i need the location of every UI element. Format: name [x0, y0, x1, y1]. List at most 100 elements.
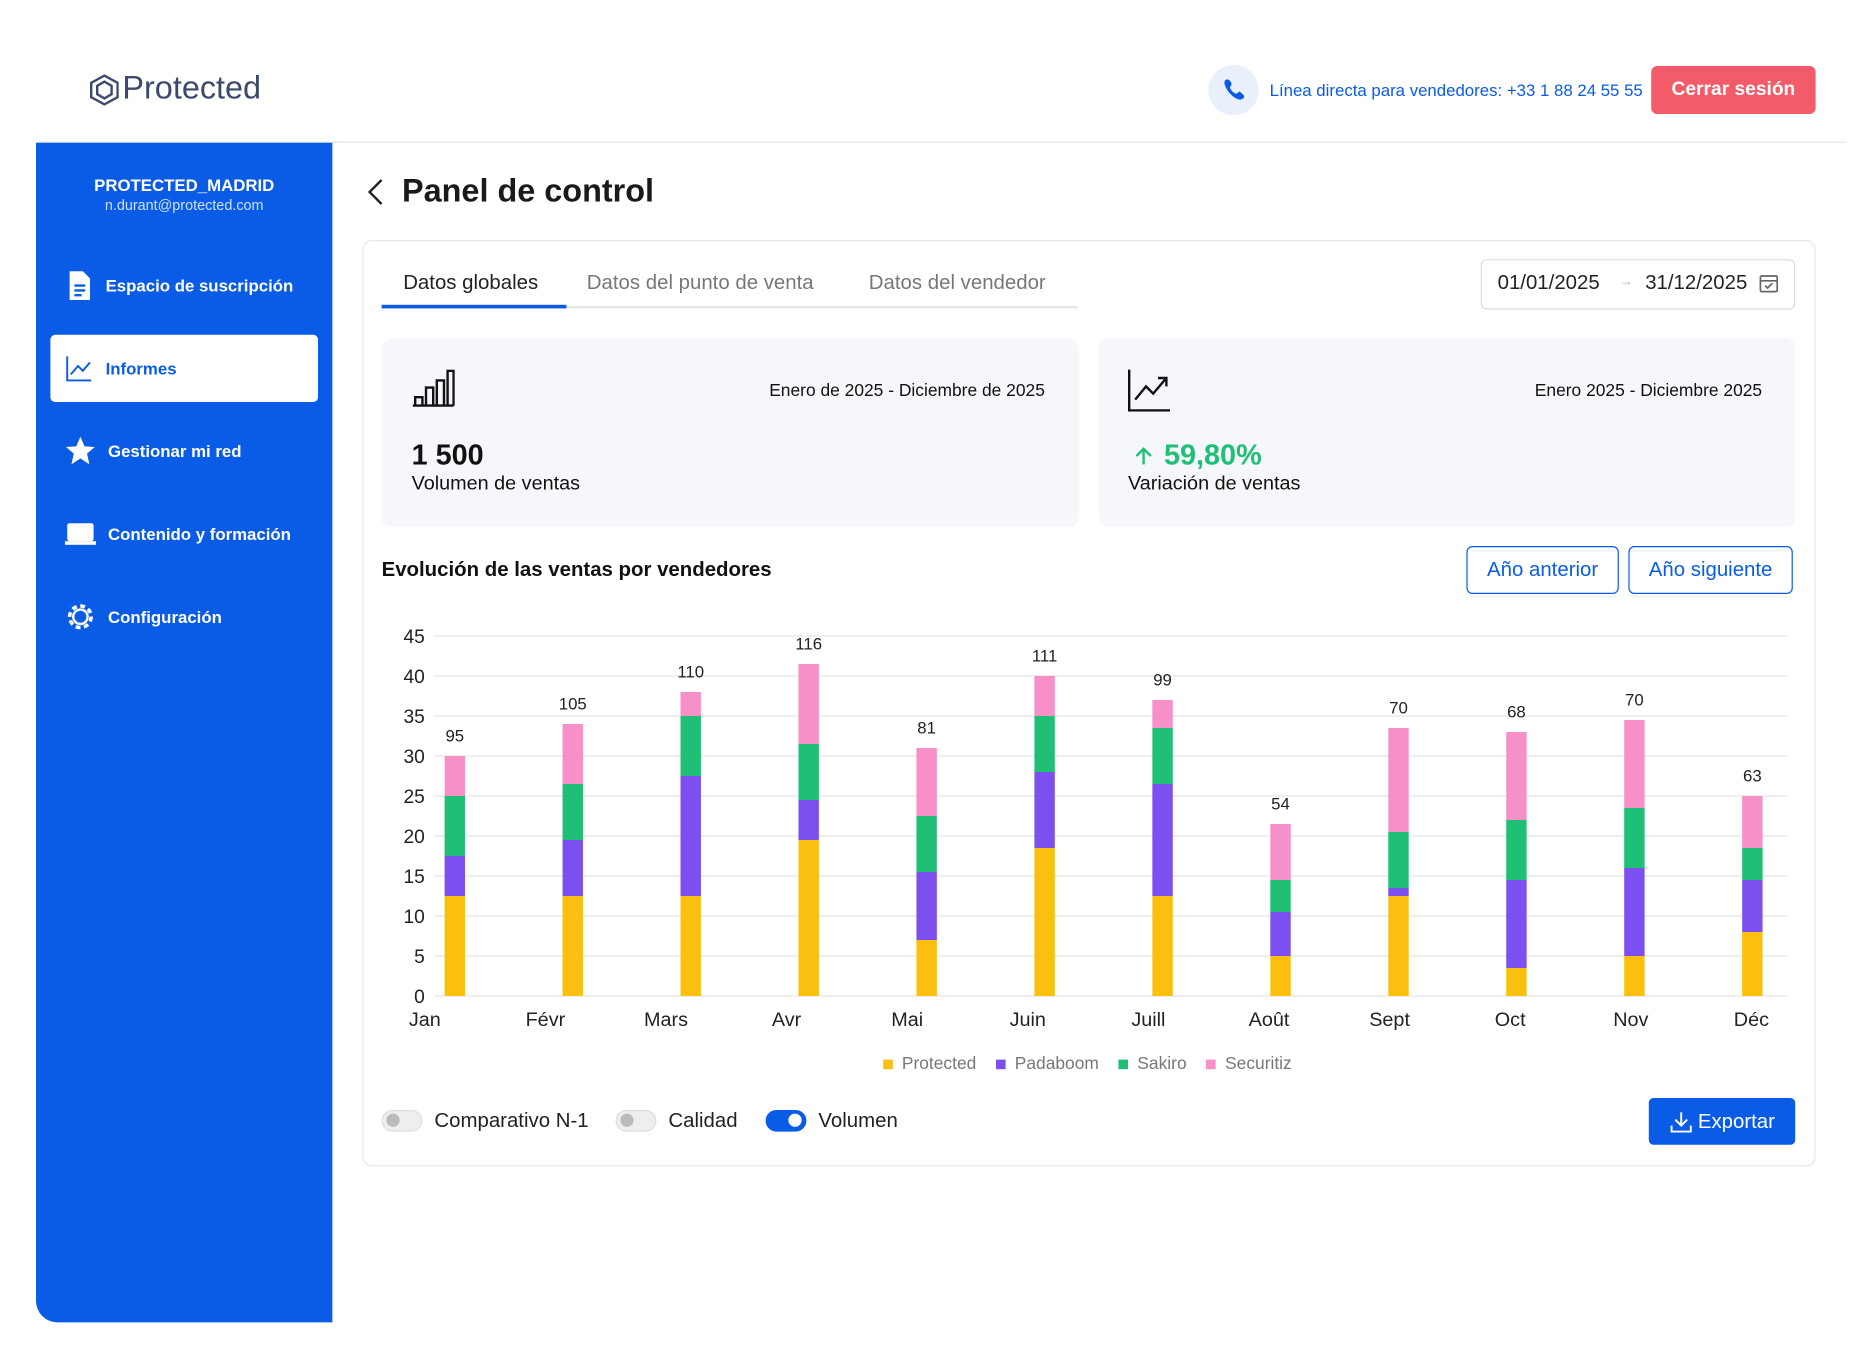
menu-label: Contenido y formación [108, 524, 291, 544]
date-start: 01/01/2025 [1497, 271, 1600, 294]
y-tick-label: 25 [403, 787, 424, 808]
menu-label: Gestionar mi red [108, 441, 242, 461]
card-value: 59,80% [1164, 439, 1262, 472]
bar-segment [1506, 732, 1527, 820]
x-tick-label: Avr [772, 1009, 802, 1031]
legend-item[interactable]: Protected [882, 1055, 976, 1074]
bar-segment [1034, 772, 1055, 848]
bar-segment [562, 784, 583, 841]
next-year-button[interactable]: Año siguiente [1628, 546, 1793, 594]
bar-segment [444, 896, 466, 997]
bar-segment [916, 940, 937, 997]
legend-swatch [1118, 1059, 1128, 1070]
y-tick-label: 0 [414, 987, 425, 1008]
logout-button[interactable]: Cerrar sesión [1651, 66, 1816, 115]
switch[interactable] [765, 1110, 807, 1132]
x-tick-label: Juin [1010, 1009, 1046, 1031]
tab[interactable]: Datos del punto de venta [586, 271, 814, 294]
menu-label: Configuración [108, 607, 222, 627]
legend-item[interactable]: Sakiro [1118, 1055, 1187, 1074]
chart-title: Evolución de las ventas por vendedores [381, 558, 772, 581]
export-button[interactable]: Exportar [1648, 1098, 1796, 1145]
total-label: 116 [795, 635, 822, 654]
bar-segment [1742, 848, 1763, 881]
legend-label: Padaboom [1014, 1054, 1099, 1074]
bar-segment [680, 716, 701, 777]
total-label: 81 [917, 719, 936, 738]
legend-swatch [882, 1059, 893, 1070]
legend-label: Sakiro [1137, 1054, 1187, 1074]
bar-segment [916, 816, 937, 873]
bar-segment [1624, 808, 1645, 868]
tab-active-indicator [381, 304, 567, 309]
menu-item[interactable]: Gestionar mi red [50, 418, 318, 485]
bar-segment [1270, 956, 1291, 997]
total-label: 70 [1625, 691, 1644, 710]
back-arrow[interactable] [366, 178, 385, 207]
card [381, 338, 1079, 527]
page-title: Panel de control [402, 172, 655, 209]
switch[interactable] [381, 1110, 423, 1132]
toggle[interactable]: Calidad [615, 1108, 738, 1133]
x-tick-label: Mai [891, 1009, 923, 1031]
switch[interactable] [615, 1110, 657, 1132]
legend-item[interactable]: Securitiz [1205, 1055, 1292, 1074]
total-label: 110 [677, 663, 704, 682]
bar-segment [1624, 956, 1645, 997]
toggle-label: Comparativo N-1 [434, 1108, 589, 1132]
legend-item[interactable]: Padaboom [995, 1054, 1099, 1074]
card-label: Volumen de ventas [411, 472, 581, 495]
bar-segment [1624, 868, 1645, 956]
menu-item-active[interactable]: Informes [50, 334, 319, 403]
y-tick-label: 10 [403, 907, 424, 928]
menu-item[interactable]: Configuración [50, 583, 318, 650]
y-tick-label: 35 [403, 707, 424, 728]
menu-item[interactable]: Contenido y formación [50, 500, 318, 567]
header-divider [36, 141, 1846, 143]
bar-segment [1388, 888, 1409, 897]
bar-segment [1506, 820, 1527, 880]
total-label: 63 [1743, 767, 1762, 786]
bar-segment [1270, 880, 1291, 913]
bar-segment [798, 840, 819, 997]
logo-icon [90, 74, 119, 106]
x-tick-label: Déc [1734, 1009, 1769, 1031]
bar-segment [444, 756, 466, 796]
bar-segment [562, 840, 583, 897]
date-range[interactable] [1480, 259, 1796, 310]
y-tick-label: 5 [414, 947, 425, 968]
tab[interactable]: Datos del vendedor [868, 271, 1046, 294]
x-tick-label: Mars [644, 1009, 688, 1031]
logo: Protected [122, 69, 262, 106]
card-icon [412, 369, 455, 407]
download-icon [1670, 1111, 1692, 1132]
previous-year-button[interactable]: Año anterior [1466, 546, 1619, 594]
menu-item[interactable]: Espacio de suscripción [50, 252, 318, 319]
bar-segment [1742, 932, 1763, 997]
date-arrow: → [1618, 272, 1634, 290]
card [1099, 338, 1796, 527]
x-tick-label: Sept [1369, 1009, 1410, 1031]
bar-segment [798, 800, 819, 841]
tab-active[interactable]: Datos globales [403, 271, 539, 294]
bar-segment [798, 744, 819, 801]
card-period: Enero 2025 - Diciembre 2025 [1534, 381, 1763, 401]
bar-segment [1506, 880, 1527, 968]
bar-segment [680, 692, 701, 717]
bar-segment [680, 896, 701, 997]
bar-segment [1034, 716, 1055, 773]
bar-segment [444, 856, 466, 896]
calendar-icon [1759, 275, 1779, 293]
toggle-label: Calidad [668, 1108, 738, 1132]
total-label: 54 [1271, 795, 1290, 814]
total-label: 99 [1153, 671, 1172, 690]
toggle[interactable]: Comparativo N-1 [381, 1108, 589, 1133]
bar-segment [1034, 848, 1055, 997]
legend-swatch [1205, 1059, 1216, 1070]
total-label: 68 [1507, 703, 1526, 722]
toggle[interactable]: Volumen [765, 1109, 898, 1133]
bar-segment [562, 724, 583, 784]
bar-segment [1270, 912, 1291, 957]
y-tick-label: 30 [403, 747, 424, 768]
